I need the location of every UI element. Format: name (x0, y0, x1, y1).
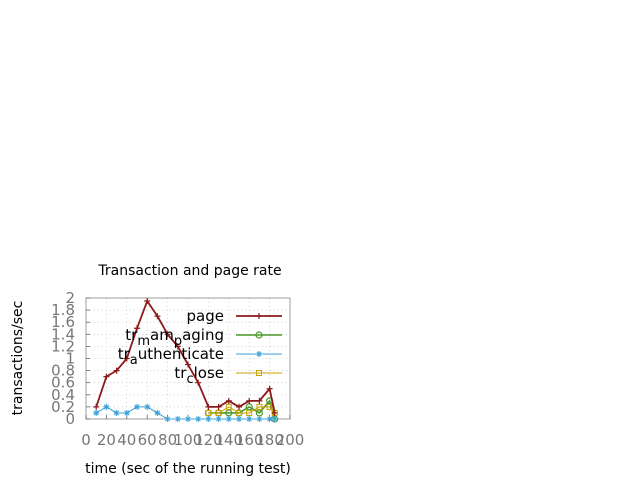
x-tick-label: 40 (117, 431, 136, 449)
legend-label-tr_close: trclose (174, 364, 224, 387)
series-lines (93, 298, 279, 423)
x-tick-label: 20 (97, 431, 116, 449)
data-point-tr_authenticate (225, 416, 232, 422)
legend-item-tr_campaging: trmampaging (125, 326, 282, 349)
series-page (93, 298, 278, 416)
series-tr_authenticate (93, 403, 278, 422)
data-point-tr_close (266, 403, 273, 410)
data-point-page (123, 355, 130, 362)
legend-item-tr_close: trclose (174, 364, 282, 387)
data-point-page (185, 361, 191, 368)
y-tick-label: 0.4 (51, 386, 75, 404)
legend-marker-tr_close (256, 370, 262, 376)
y-tick-label: 1.8 (51, 301, 75, 319)
x-tick-label: 0 (81, 431, 91, 449)
data-point-page (134, 325, 140, 332)
y-tick-label: 1.4 (51, 325, 75, 343)
data-point-tr_authenticate (215, 416, 222, 422)
data-point-tr_campaging (245, 403, 253, 411)
data-point-page (215, 403, 222, 410)
data-point-tr_close (215, 409, 222, 416)
data-point-page (103, 373, 110, 380)
legend-marker-page (256, 313, 262, 319)
series-tr_campaging (204, 397, 279, 423)
tick-labels: 00.20.40.60.811.21.41.61.820 20 40 60 801001… (51, 289, 304, 449)
data-point-tr_authenticate (174, 416, 181, 422)
data-point-page (205, 403, 212, 410)
data-point-page (246, 397, 253, 404)
data-point-page (113, 367, 120, 374)
data-point-tr_close (225, 403, 232, 410)
x-axis-label: time (sec of the running test) (85, 461, 291, 477)
data-point-tr_authenticate (103, 403, 110, 410)
legend-item-page: page (187, 307, 282, 325)
data-point-tr_authenticate (256, 416, 263, 422)
data-point-page (144, 298, 151, 305)
data-point-tr_authenticate (113, 409, 120, 416)
x-tick-label: 180 (255, 431, 284, 449)
legend-label-tr_authenticate: trauthenticate (118, 345, 224, 368)
data-point-tr_authenticate (154, 409, 161, 416)
legend-marker-tr_campaging (255, 331, 263, 339)
data-point-tr_authenticate (185, 416, 191, 422)
data-point-tr_authenticate (271, 416, 278, 422)
legend-label-tr_campaging: trmampaging (125, 326, 224, 349)
data-point-page (271, 409, 278, 416)
data-point-tr_authenticate (236, 416, 242, 422)
chart-title: Transaction and page rate (97, 263, 281, 279)
data-point-tr_authenticate (144, 403, 151, 410)
data-point-tr_campaging (225, 409, 233, 417)
y-tick-label: 0.6 (51, 374, 75, 392)
y-tick-label: 0.2 (51, 398, 75, 416)
data-point-page (174, 343, 181, 350)
data-point-tr_close (236, 409, 242, 416)
data-point-page (195, 379, 202, 386)
data-point-tr_authenticate (123, 409, 130, 416)
y-tick-label: 1 (65, 350, 75, 368)
data-point-tr_authenticate (246, 416, 253, 422)
x-tick-label: 140 (214, 431, 243, 449)
data-point-tr_authenticate (195, 416, 202, 422)
data-point-tr_authenticate (134, 403, 140, 410)
data-point-page (225, 397, 232, 404)
data-point-page (266, 385, 273, 392)
data-point-tr_close (256, 403, 263, 410)
data-point-tr_authenticate (266, 416, 273, 422)
data-point-tr_authenticate (93, 409, 100, 416)
data-point-page (164, 331, 171, 338)
data-point-tr_close (246, 409, 253, 416)
data-point-tr_authenticate (164, 416, 171, 422)
data-point-tr_campaging (255, 409, 263, 417)
data-point-tr_authenticate (205, 416, 212, 422)
y-tick-label: 1.2 (51, 337, 75, 355)
legend-marker-tr_authenticate (256, 351, 262, 357)
y-tick-label: 2 (65, 289, 75, 307)
x-tick-label: 120 (194, 431, 223, 449)
y-tick-label: 0 (65, 410, 75, 428)
y-tick-label: 0.8 (51, 362, 75, 380)
y-tick-label: 1.6 (51, 313, 75, 331)
data-point-page (256, 397, 263, 404)
legend-label-page: page (187, 307, 224, 325)
x-tick-label: 60 (138, 431, 157, 449)
x-tick-label: 160 (235, 431, 264, 449)
data-point-page (154, 313, 161, 320)
y-axis-label: transactions/sec (10, 301, 26, 416)
data-point-page (93, 403, 100, 410)
x-tick-label: 200 (276, 431, 305, 449)
x-tick-label: 100 (174, 431, 203, 449)
data-point-tr_close (205, 409, 212, 416)
series-line-tr_close (208, 406, 276, 414)
data-point-page (236, 403, 242, 410)
x-tick-label: 80 (158, 431, 177, 449)
legend-item-tr_authenticate: trauthenticate (118, 345, 282, 368)
